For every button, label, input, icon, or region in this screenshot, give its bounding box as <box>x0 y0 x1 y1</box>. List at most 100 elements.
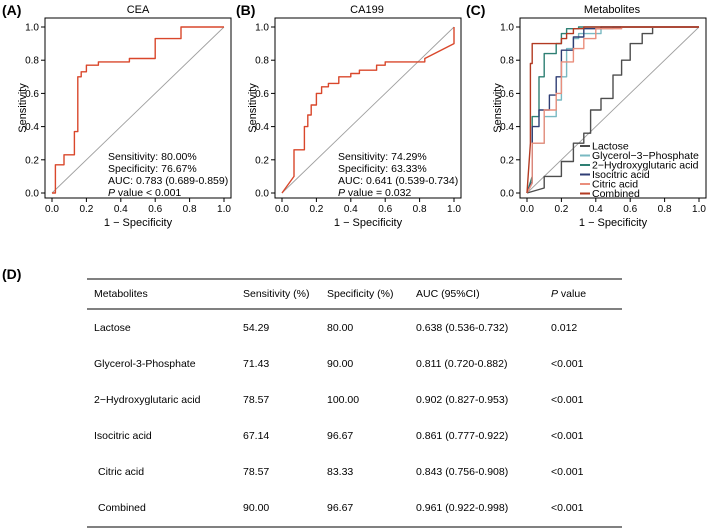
legend-label: Isocitric acid <box>592 169 650 181</box>
table-row: Lactose 54.29 80.00 0.638 (0.536-0.732) 0.01… <box>94 322 577 334</box>
roc-curve-combined <box>526 26 699 194</box>
table-cell: 100.00 <box>327 394 359 406</box>
y-tick-label: 0.4 <box>500 122 514 133</box>
panel-b-diagonal <box>281 26 455 194</box>
table-row: 2−Hydroxyglutaric acid 78.57 100.00 0.902 (… <box>94 394 584 406</box>
y-tick-label: 0.6 <box>500 89 514 100</box>
table-cell: 83.33 <box>327 466 353 478</box>
x-tick-label: 0.4 <box>589 204 603 215</box>
panel-a-y-axis: 0.0 0.2 0.4 0.6 0.8 1.0 <box>25 23 45 200</box>
roc-curve-cea <box>52 26 224 194</box>
panel-a-x-axis: 0.0 0.2 0.4 0.6 0.8 1.0 <box>45 198 231 215</box>
table-cell: 71.43 <box>243 358 269 370</box>
table-cell: 54.29 <box>243 322 269 334</box>
panel-c-letter: (C) <box>466 2 485 18</box>
panel-a-sensitivity: Sensitivity: 80.00% <box>108 151 197 163</box>
panel-b-specificity: Specificity: 63.33% <box>338 163 427 175</box>
panel-a: (A) CEA 0.0 0.2 0.4 0.6 0.8 1.0 0.00.20.40.60… <box>2 2 232 229</box>
table-row: Combined 90.00 96.67 0.961 (0.922-0.998) <0.… <box>98 502 584 514</box>
panel-b-p-text: value = 0.032 <box>345 187 411 199</box>
y-tick-label: 0.0 <box>500 189 514 200</box>
x-tick-label: 0.0 <box>45 204 59 215</box>
panel-b-sensitivity: Sensitivity: 74.29% <box>338 151 427 163</box>
x-tick-label: 0.8 <box>413 204 427 215</box>
x-tick-label: 0.0 <box>275 204 289 215</box>
panel-b-pvalue: P value = 0.032 <box>338 187 411 199</box>
y-tick-label: 0.2 <box>500 155 514 166</box>
panel-a-auc: AUC: 0.783 (0.689-0.859) <box>108 175 228 187</box>
table-row: Citric acid 78.57 83.33 0.843 (0.756-0.908)… <box>98 466 584 478</box>
panel-b-y-axis: 0.0 0.2 0.4 0.6 0.8 1.0 <box>255 23 275 200</box>
table-cell: <0.001 <box>551 466 584 478</box>
y-tick-label: 0.0 <box>25 189 39 200</box>
table-body: Lactose 54.29 80.00 0.638 (0.536-0.732) 0.01… <box>94 322 584 514</box>
table-cell: 96.67 <box>327 430 353 442</box>
table-cell: <0.001 <box>551 394 584 406</box>
panel-b-ylabel: Sensitivity <box>247 83 259 133</box>
y-tick-label: 0.2 <box>255 155 269 166</box>
table-cell: 96.67 <box>327 502 353 514</box>
table-header-pvalue: P value <box>551 288 586 300</box>
table-cell: Glycerol-3-Phosphate <box>94 358 196 370</box>
table-cell: 0.843 (0.756-0.908) <box>416 466 508 478</box>
table-header-metabolites: Metabolites <box>94 288 148 300</box>
panel-b-xlabel: 1 − Specificity <box>334 217 403 229</box>
table-cell: 67.14 <box>243 430 269 442</box>
panel-a-frame <box>44 17 232 199</box>
y-tick-label: 1.0 <box>255 23 269 34</box>
table-header-auc: AUC (95%CI) <box>416 288 480 300</box>
y-tick-label: 0.8 <box>255 56 269 67</box>
table-cell: 0.961 (0.922-0.998) <box>416 502 508 514</box>
y-tick-label: 1.0 <box>500 23 514 34</box>
panel-a-pvalue: P value < 0.001 <box>108 187 181 199</box>
y-tick-label: 0.6 <box>255 89 269 100</box>
y-tick-label: 0.8 <box>25 56 39 67</box>
y-tick-label: 0.4 <box>25 122 39 133</box>
panel-b-letter: (B) <box>236 2 255 18</box>
panel-b-series <box>281 27 455 194</box>
x-tick-label: 0.4 <box>344 204 358 215</box>
table-header-p-value-word: value <box>558 288 586 300</box>
panel-c-x-axis: 0.0 0.2 0.4 0.6 0.8 1.0 <box>520 198 706 215</box>
x-tick-label: 1.0 <box>217 204 231 215</box>
panel-c-y-axis: 0.0 0.2 0.4 0.6 0.8 1.0 <box>500 23 520 200</box>
panel-c-diagonal <box>526 26 700 194</box>
panel-a-p-label: P <box>108 187 115 199</box>
table-cell: 90.00 <box>243 502 269 514</box>
legend-label: 2−Hydroxyglutaric acid <box>592 160 699 172</box>
table-header-sensitivity: Sensitivity (%) <box>243 288 310 300</box>
panel-b: (B) CA199 0.0 0.2 0.4 0.6 0.8 1.0 0.00.20.40.… <box>236 2 462 229</box>
x-tick-label: 1.0 <box>447 204 461 215</box>
table-cell: Citric acid <box>98 466 144 478</box>
panel-a-series <box>52 26 224 194</box>
y-tick-label: 0.8 <box>500 56 514 67</box>
table-cell: <0.001 <box>551 430 584 442</box>
panel-b-auc: AUC: 0.641 (0.539-0.734) <box>338 175 458 187</box>
panel-a-p-text: value < 0.001 <box>115 187 181 199</box>
legend-label: Glycerol−3−Phosphate <box>592 150 699 162</box>
table-header-p-label: P <box>551 288 558 300</box>
table-cell: Combined <box>98 502 146 514</box>
x-tick-label: 0.2 <box>554 204 568 215</box>
table-cell: 80.00 <box>327 322 353 334</box>
x-tick-label: 0.2 <box>309 204 323 215</box>
table-cell: Isocitric acid <box>94 430 152 442</box>
table-cell: 78.57 <box>243 466 269 478</box>
x-tick-label: 0.8 <box>183 204 197 215</box>
x-tick-label: 1.0 <box>692 204 706 215</box>
table-header-specificity: Specificity (%) <box>327 288 394 300</box>
y-tick-label: 1.0 <box>25 23 39 34</box>
table-cell: <0.001 <box>551 358 584 370</box>
table-header-row: Metabolites Sensitivity (%) Specificity … <box>94 288 586 300</box>
table-cell: <0.001 <box>551 502 584 514</box>
y-tick-label: 0.6 <box>25 89 39 100</box>
table-row: Isocitric acid 67.14 96.67 0.861 (0.777-0.9… <box>94 430 584 442</box>
panel-a-letter: (A) <box>2 2 21 18</box>
panel-d-letter: (D) <box>2 266 21 282</box>
table-cell: Lactose <box>94 322 131 334</box>
panel-c-ylabel: Sensitivity <box>492 83 504 133</box>
y-tick-label: 0.0 <box>255 189 269 200</box>
panel-a-title: CEA <box>127 4 150 16</box>
legend-label: Lactose <box>592 141 629 153</box>
